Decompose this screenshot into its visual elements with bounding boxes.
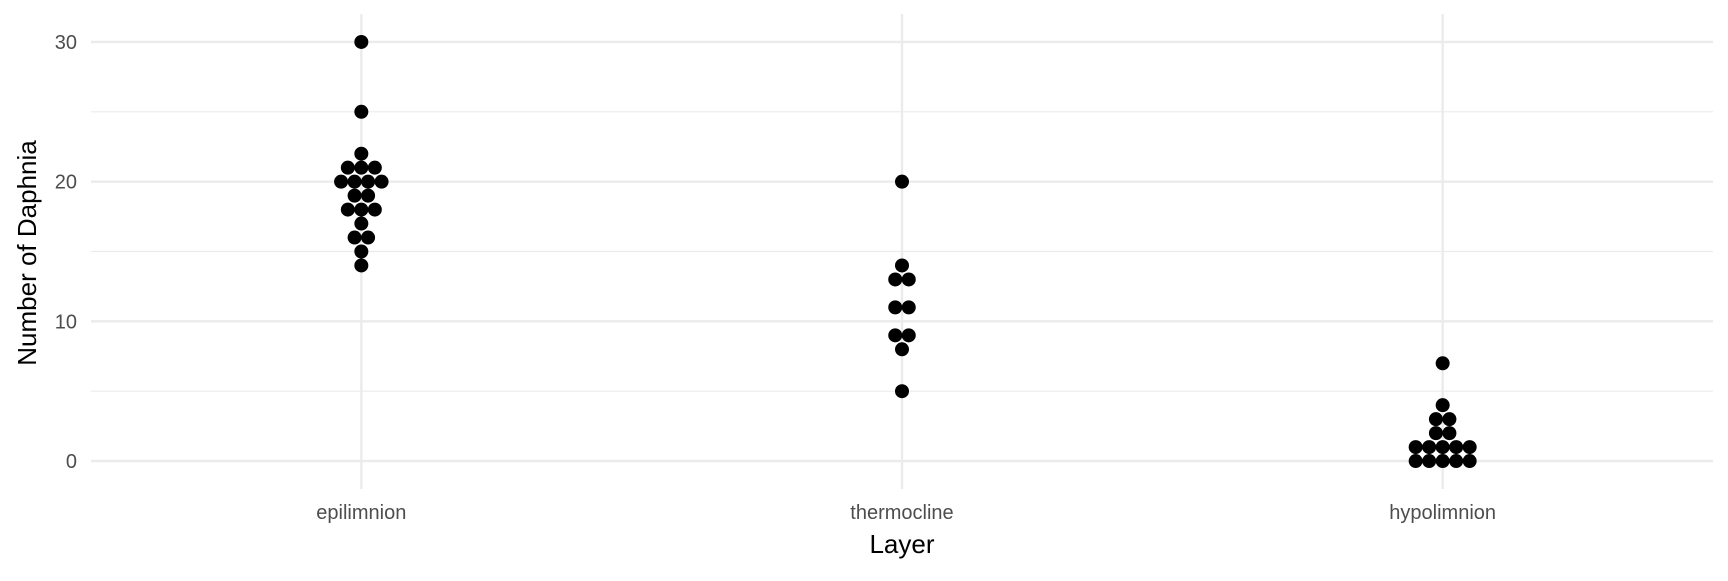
data-point xyxy=(901,272,916,287)
data-point xyxy=(347,188,362,203)
data-point xyxy=(347,230,362,245)
data-point xyxy=(895,258,909,273)
tick-labels-layer: 0 10 20 30 epilimnion thermocline hypolimnion xyxy=(55,32,1496,524)
x-axis-title: Layer xyxy=(869,529,934,559)
data-point xyxy=(340,202,355,217)
data-point xyxy=(340,160,355,175)
y-axis-title: Number of Daphnia xyxy=(12,140,42,366)
data-point xyxy=(354,244,369,259)
y-tick-label: 20 xyxy=(55,172,77,194)
data-point xyxy=(1428,412,1443,427)
data-point xyxy=(1422,454,1437,469)
data-point xyxy=(1442,412,1457,427)
data-point xyxy=(361,174,376,189)
data-point xyxy=(901,328,916,343)
data-point xyxy=(1462,440,1477,455)
data-point xyxy=(895,384,909,399)
y-tick-label: 0 xyxy=(66,451,77,473)
data-point xyxy=(901,300,916,315)
data-point xyxy=(895,342,909,357)
data-point xyxy=(1449,454,1464,469)
data-point xyxy=(1442,426,1457,441)
data-point xyxy=(334,174,349,189)
x-tick-label: epilimnion xyxy=(316,502,406,524)
data-point xyxy=(361,188,376,203)
points-layer xyxy=(334,34,1477,469)
data-point xyxy=(1449,440,1464,455)
data-point xyxy=(374,174,389,189)
y-tick-label: 30 xyxy=(55,32,77,54)
x-tick-label: hypolimnion xyxy=(1389,502,1496,524)
y-tick-label: 10 xyxy=(55,311,77,333)
x-tick-label: thermocline xyxy=(850,502,953,524)
grid-layer xyxy=(91,14,1713,489)
data-point xyxy=(347,174,362,189)
data-point xyxy=(354,104,369,119)
data-point xyxy=(354,258,369,273)
data-point xyxy=(1408,440,1423,455)
data-point xyxy=(1435,398,1450,413)
data-point xyxy=(354,146,369,161)
data-point xyxy=(1435,440,1450,455)
data-point xyxy=(1462,454,1477,469)
data-point xyxy=(354,34,369,49)
data-point xyxy=(354,216,369,231)
data-point xyxy=(354,160,369,175)
data-point xyxy=(1428,426,1443,441)
data-point xyxy=(1422,440,1437,455)
data-point xyxy=(1435,454,1450,469)
data-point xyxy=(367,202,382,217)
data-point xyxy=(888,272,903,287)
data-point xyxy=(367,160,382,175)
data-point xyxy=(361,230,376,245)
data-point xyxy=(895,174,909,189)
data-point xyxy=(354,202,369,217)
data-point xyxy=(1408,454,1423,469)
data-point xyxy=(888,300,903,315)
data-point xyxy=(1435,356,1450,371)
data-point xyxy=(888,328,903,343)
